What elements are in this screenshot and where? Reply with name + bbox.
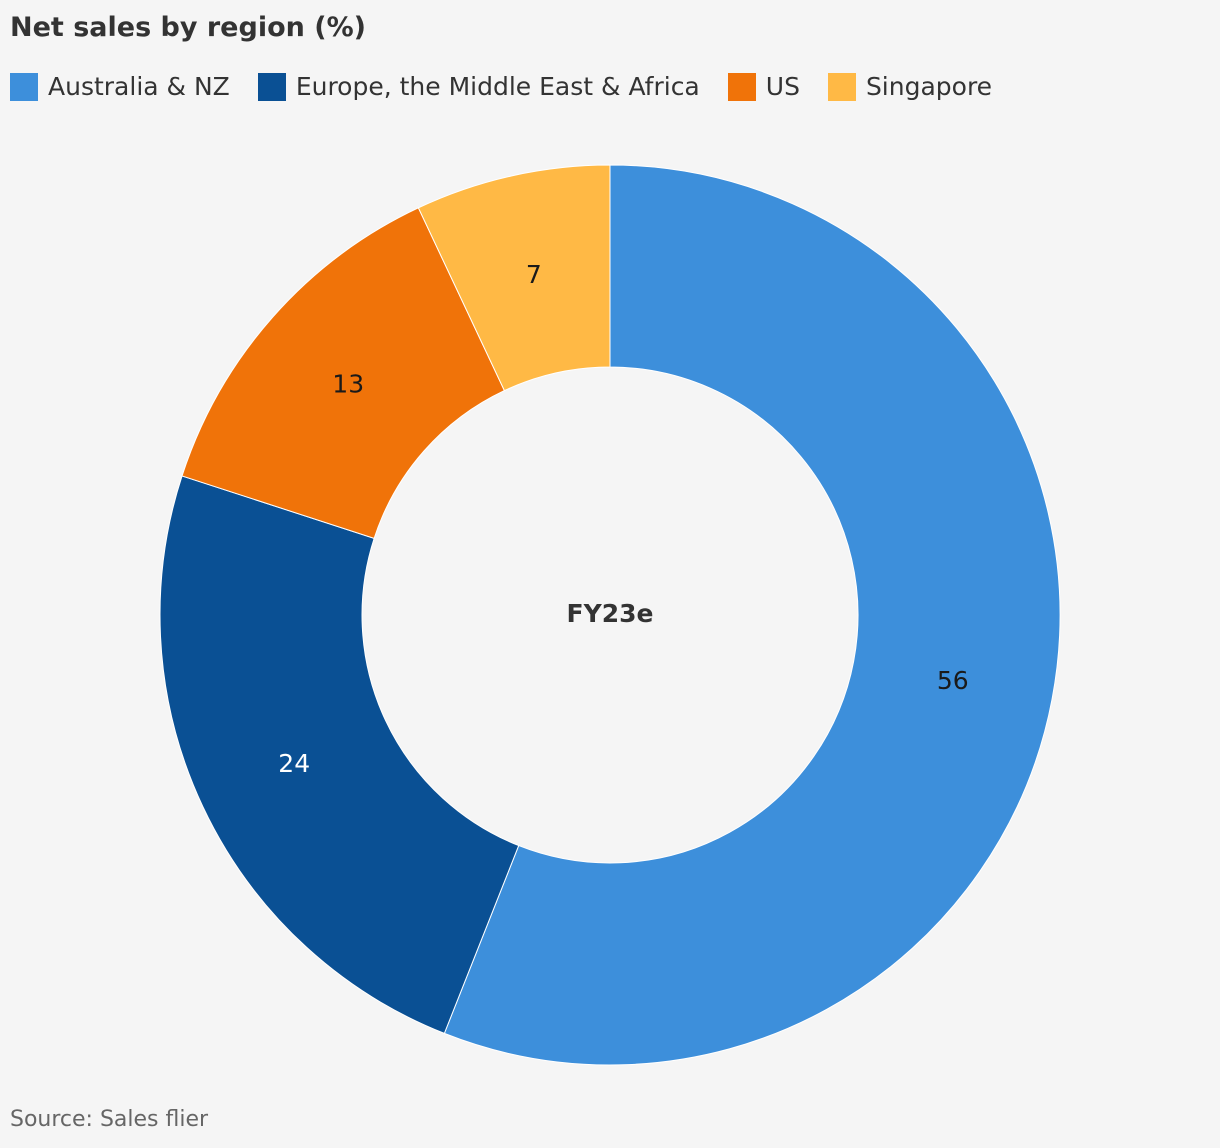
donut-slice-3[interactable] — [417, 164, 611, 392]
donut-slice-0[interactable] — [443, 164, 1061, 1066]
donut-slice-label-2: 13 — [332, 370, 364, 399]
chart-title: Net sales by region (%) — [10, 12, 366, 43]
donut-slice-1[interactable] — [159, 475, 520, 1035]
donut-slice-label-1: 24 — [278, 749, 310, 778]
legend-item-australia-nz[interactable]: Australia & NZ — [10, 72, 230, 101]
legend-label: Singapore — [865, 72, 993, 101]
donut-slice-label-3: 7 — [526, 260, 542, 289]
legend-label: Australia & NZ — [48, 72, 230, 101]
donut-slice-2[interactable] — [181, 207, 506, 539]
legend-label: Europe, the Middle East & Africa — [295, 72, 700, 101]
legend-item-singapore[interactable]: Singapore — [827, 72, 993, 101]
donut-slices — [159, 164, 1061, 1066]
donut-center-label: FY23e — [567, 599, 654, 628]
legend-swatch — [727, 72, 756, 101]
legend-item-emea[interactable]: Europe, the Middle East & Africa — [257, 72, 700, 101]
legend-swatch — [10, 72, 38, 101]
donut-slice-label-0: 56 — [937, 666, 969, 695]
donut-slice-labels: 56 24 13 7 — [278, 260, 968, 778]
legend-swatch — [827, 72, 856, 101]
legend: Australia & NZ Europe, the Middle East &… — [10, 72, 1020, 101]
legend-swatch — [257, 72, 286, 101]
source-note: Source: Sales flier — [10, 1107, 209, 1132]
legend-item-us[interactable]: US — [727, 72, 800, 101]
legend-label: US — [765, 72, 800, 101]
